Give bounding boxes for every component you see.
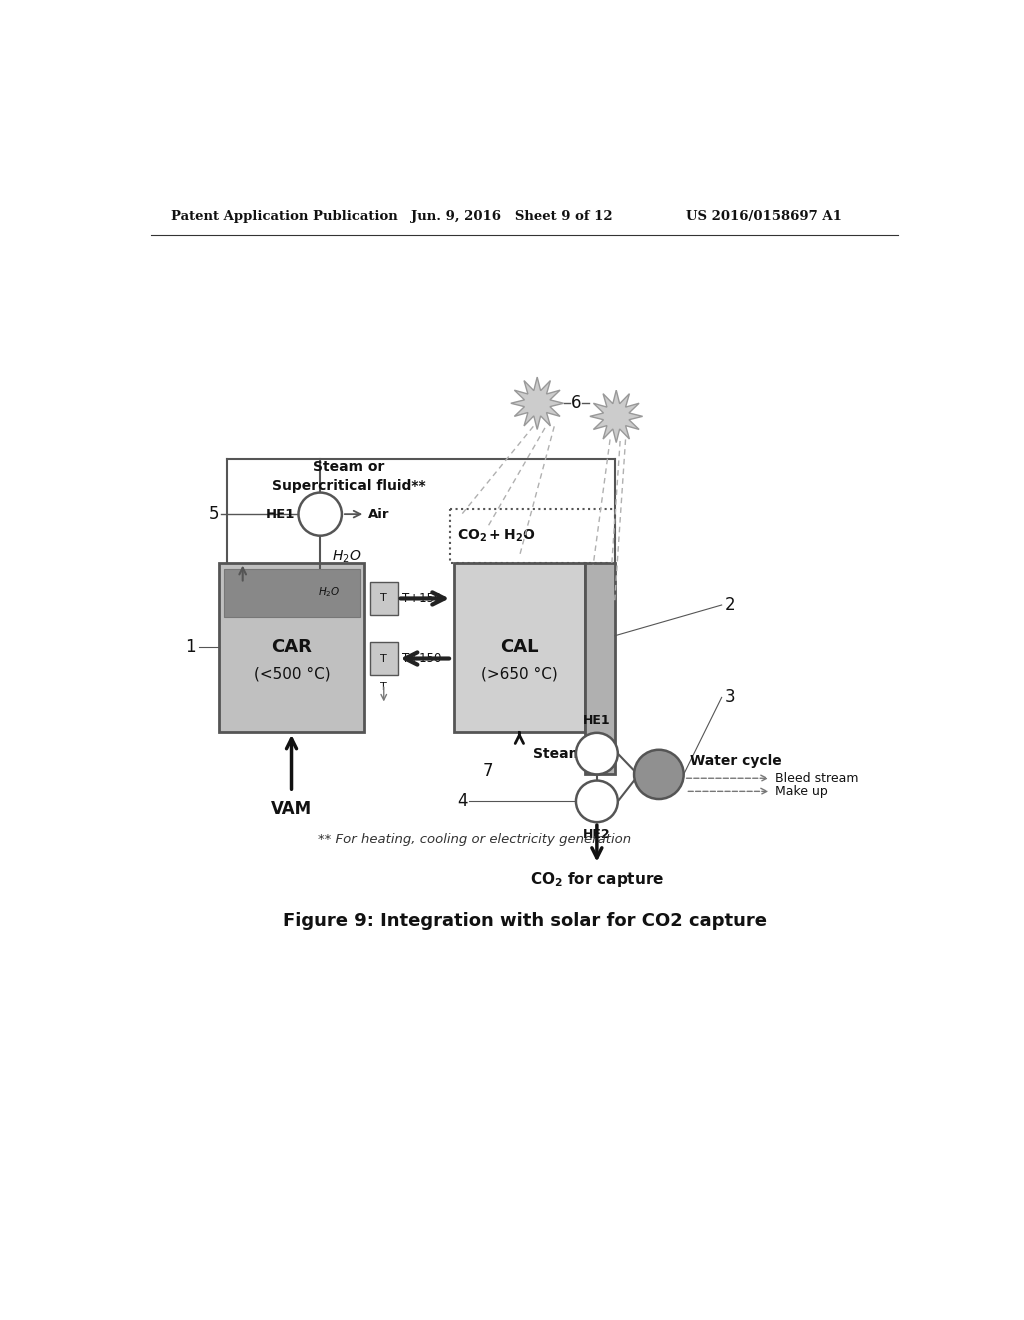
Text: $H_2O$: $H_2O$ xyxy=(318,585,341,599)
Text: 1: 1 xyxy=(185,639,197,656)
Circle shape xyxy=(575,780,617,822)
Text: 5: 5 xyxy=(209,506,219,523)
Text: 7: 7 xyxy=(483,762,494,780)
Text: Steam: Steam xyxy=(534,747,584,760)
Text: T+150: T+150 xyxy=(401,652,441,665)
Text: T: T xyxy=(380,681,387,692)
Circle shape xyxy=(634,750,684,799)
Text: $\mathbf{CO_2+H_2O}$: $\mathbf{CO_2+H_2O}$ xyxy=(458,528,536,544)
FancyBboxPatch shape xyxy=(370,642,397,675)
Text: US 2016/0158697 A1: US 2016/0158697 A1 xyxy=(686,210,842,223)
Text: T: T xyxy=(380,594,387,603)
Text: T: T xyxy=(380,653,387,664)
Text: Water cycle: Water cycle xyxy=(690,754,781,767)
FancyBboxPatch shape xyxy=(586,562,614,775)
Text: (<500 °C): (<500 °C) xyxy=(254,667,330,682)
Text: HE1: HE1 xyxy=(266,508,295,520)
Circle shape xyxy=(299,492,342,536)
FancyBboxPatch shape xyxy=(370,582,397,615)
Text: 4: 4 xyxy=(458,792,468,810)
FancyBboxPatch shape xyxy=(454,562,586,733)
Text: VAM: VAM xyxy=(271,800,312,818)
Text: 6: 6 xyxy=(570,395,582,412)
Text: (>650 °C): (>650 °C) xyxy=(481,667,558,682)
Text: $\mathbf{CO_2\ for\ capture}$: $\mathbf{CO_2\ for\ capture}$ xyxy=(529,870,664,888)
Text: Bleed stream: Bleed stream xyxy=(775,772,859,785)
Text: 2: 2 xyxy=(725,597,735,614)
Text: CAR: CAR xyxy=(271,639,312,656)
Text: Patent Application Publication: Patent Application Publication xyxy=(171,210,397,223)
Polygon shape xyxy=(511,378,563,429)
Text: 3: 3 xyxy=(725,689,735,706)
Text: Figure 9: Integration with solar for CO2 capture: Figure 9: Integration with solar for CO2… xyxy=(283,912,767,929)
Text: HE2: HE2 xyxy=(583,829,610,841)
Text: ** For heating, cooling or electricity generation: ** For heating, cooling or electricity g… xyxy=(317,833,631,846)
Text: Air: Air xyxy=(369,508,390,520)
Text: CAL: CAL xyxy=(500,639,539,656)
Text: T+150: T+150 xyxy=(401,591,441,605)
FancyBboxPatch shape xyxy=(219,562,365,733)
Text: Make up: Make up xyxy=(775,785,827,797)
Text: Jun. 9, 2016   Sheet 9 of 12: Jun. 9, 2016 Sheet 9 of 12 xyxy=(411,210,612,223)
Text: HE1: HE1 xyxy=(583,714,610,726)
Polygon shape xyxy=(590,391,643,442)
FancyBboxPatch shape xyxy=(224,569,359,616)
Text: $H_2O$: $H_2O$ xyxy=(332,548,361,565)
Text: Steam or
Supercritical fluid**: Steam or Supercritical fluid** xyxy=(272,461,426,492)
Circle shape xyxy=(575,733,617,775)
